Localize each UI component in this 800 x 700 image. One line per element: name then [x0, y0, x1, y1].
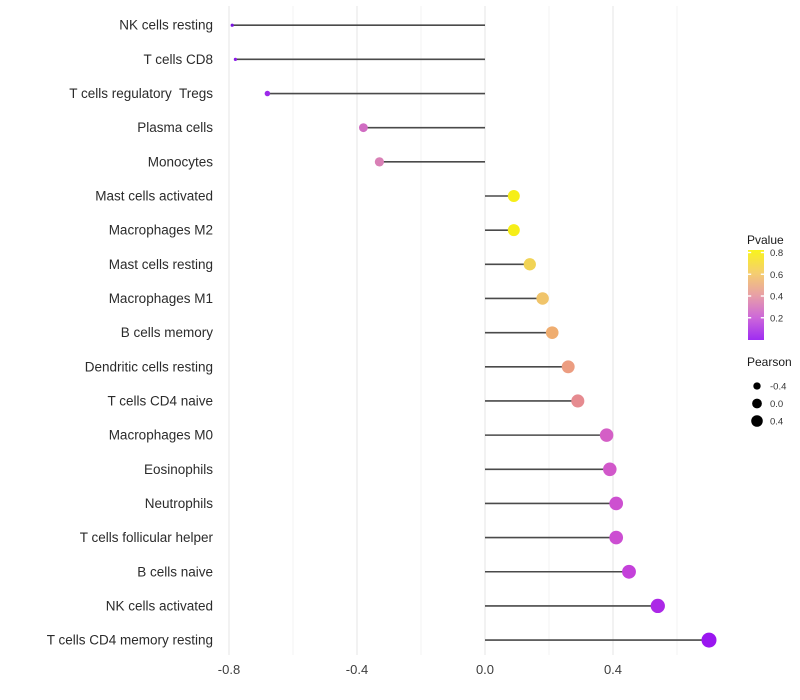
row-label: Macrophages M2	[109, 223, 213, 238]
pearson-legend-dot	[751, 415, 763, 427]
pvalue-tick-label: 0.8	[770, 248, 783, 259]
data-dot	[609, 496, 624, 511]
row-label: T cells CD4 memory resting	[47, 633, 213, 648]
pvalue-tick-label: 0.6	[770, 270, 783, 281]
row-label: T cells CD8	[143, 52, 213, 67]
x-tick-label: 0.0	[476, 662, 494, 677]
row-label: Macrophages M0	[109, 428, 213, 443]
x-tick-label: 0.4	[604, 662, 622, 677]
data-dot	[358, 123, 368, 133]
data-dot	[561, 360, 575, 374]
row-label: T cells regulatory Tregs	[69, 86, 213, 101]
row-label: Monocytes	[148, 154, 214, 169]
data-dot	[545, 326, 559, 339]
pearson-legend-label: -0.4	[770, 382, 786, 393]
data-dot	[622, 564, 636, 579]
data-dot	[603, 462, 617, 477]
data-dot	[701, 632, 717, 648]
data-dot	[650, 598, 665, 614]
data-dot	[233, 57, 237, 61]
row-label: Eosinophils	[144, 462, 213, 477]
row-label: Plasma cells	[137, 120, 213, 135]
pvalue-colorbar	[748, 250, 764, 340]
row-label: Mast cells resting	[109, 257, 213, 272]
pvalue-legend-title: Pvalue	[747, 233, 784, 247]
row-label: B cells naive	[137, 564, 213, 579]
data-dot	[507, 224, 520, 237]
row-label: B cells memory	[121, 325, 214, 340]
x-tick-label: -0.4	[346, 662, 368, 677]
row-label: Neutrophils	[145, 496, 214, 511]
pearson-legend-dot	[753, 382, 761, 390]
row-label: Dendritic cells resting	[85, 359, 213, 374]
pvalue-tick-label: 0.4	[770, 292, 783, 303]
data-dot	[374, 157, 385, 167]
row-label: T cells follicular helper	[80, 530, 214, 545]
row-label: T cells CD4 naive	[107, 393, 213, 408]
row-label: NK cells activated	[106, 598, 213, 613]
pearson-legend-dot	[752, 398, 762, 409]
row-label: Macrophages M1	[109, 291, 213, 306]
pearson-legend-label: 0.0	[770, 399, 783, 410]
data-dot	[609, 530, 624, 545]
row-label: NK cells resting	[119, 18, 213, 33]
data-dot	[507, 190, 520, 202]
pearson-legend-label: 0.4	[770, 417, 783, 428]
row-label: Mast cells activated	[95, 189, 213, 204]
data-dot	[599, 428, 614, 442]
data-dot	[523, 258, 536, 271]
data-dot	[571, 394, 585, 408]
data-dot	[230, 23, 234, 27]
pearson-legend-title: Pearson	[747, 355, 792, 369]
data-dot	[536, 292, 549, 305]
pvalue-tick-label: 0.2	[770, 313, 783, 324]
data-dot	[264, 90, 271, 97]
x-tick-label: -0.8	[218, 662, 240, 677]
